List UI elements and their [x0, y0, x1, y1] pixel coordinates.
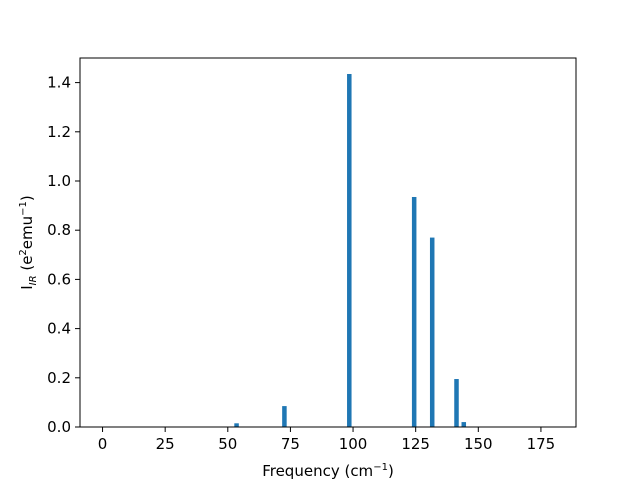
y-tick-label: 0.2 [47, 369, 71, 387]
bar [234, 423, 239, 427]
x-tick-label: 0 [98, 435, 108, 453]
bar [411, 196, 417, 427]
x-tick-label: 100 [339, 435, 368, 453]
bar [429, 237, 435, 427]
y-tick-label: 1.4 [47, 74, 71, 92]
y-tick-label: 0.6 [47, 270, 71, 288]
x-tick-label: 175 [527, 435, 556, 453]
y-axis-ticks: 0.0 0.2 0.4 0.6 0.8 1.0 1.2 1.4 [47, 74, 80, 436]
x-tick-label: 75 [281, 435, 300, 453]
y-tick-label: 0.8 [47, 221, 71, 239]
bar [282, 406, 287, 427]
bar [454, 379, 459, 427]
y-axis-label: IIR (e2emu−1) [18, 195, 39, 290]
x-tick-label: 150 [464, 435, 493, 453]
x-tick-label: 25 [156, 435, 175, 453]
plot-frame [79, 57, 577, 428]
x-axis-label: Frequency (cm−1) [262, 462, 394, 480]
bars-group [234, 73, 467, 428]
y-tick-label: 0.0 [47, 418, 71, 436]
y-tick-label: 0.4 [47, 320, 71, 338]
x-axis-ticks: 0 25 50 75 100 125 150 175 [98, 427, 555, 453]
y-tick-label: 1.2 [47, 123, 71, 141]
bar [347, 73, 352, 428]
x-tick-label: 50 [218, 435, 237, 453]
bar [461, 422, 467, 427]
x-tick-label: 125 [401, 435, 430, 453]
y-tick-label: 1.0 [47, 172, 71, 190]
